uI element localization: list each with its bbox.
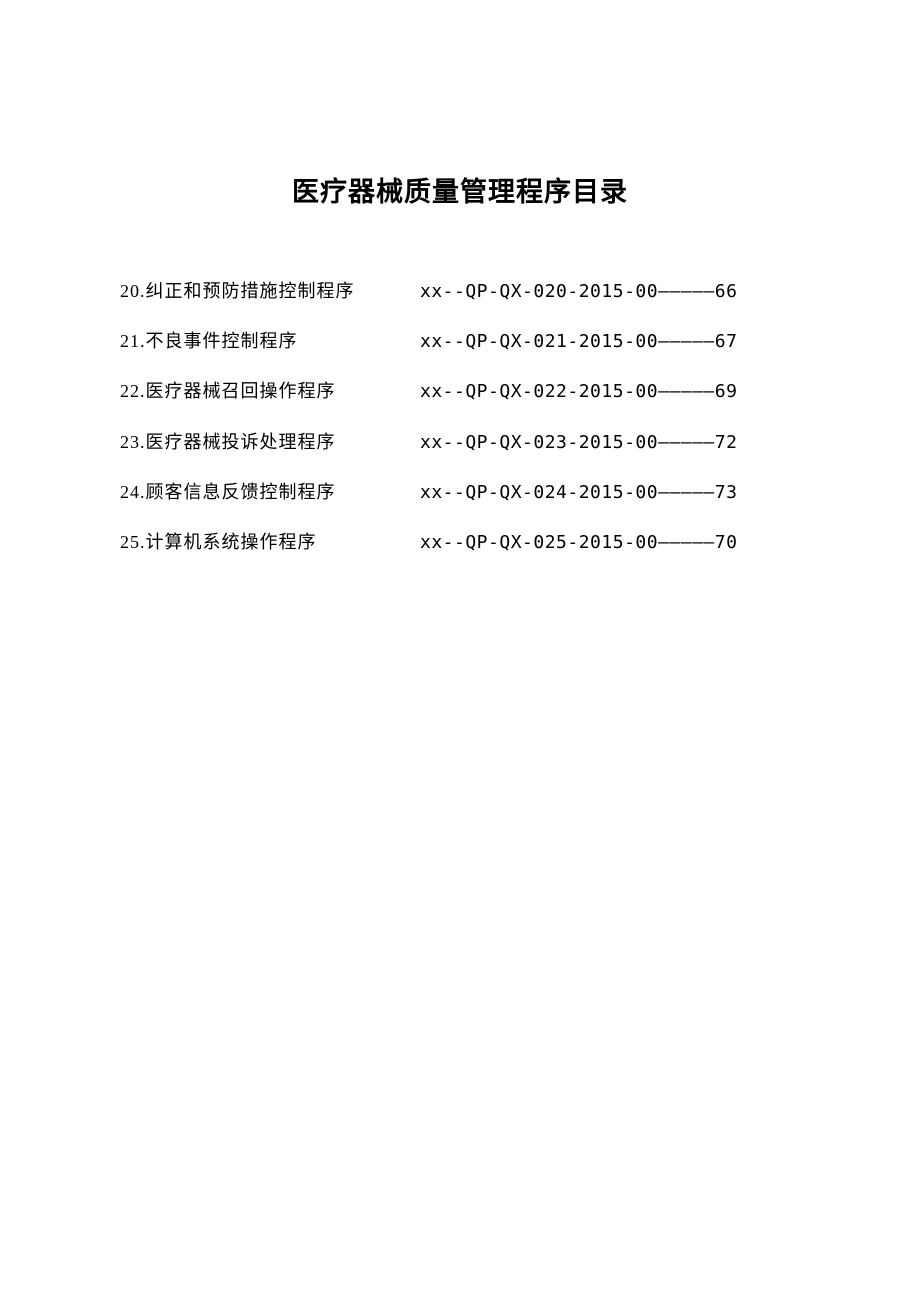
toc-item-label: 24.顾客信息反馈控制程序 <box>120 480 420 505</box>
toc-item-label: 23.医疗器械投诉处理程序 <box>120 430 420 455</box>
toc-item-label: 21.不良事件控制程序 <box>120 329 420 354</box>
toc-item-code: xx--QP-QX-020-2015-00—————66 <box>420 279 737 304</box>
toc-item-number: 23. <box>120 432 146 452</box>
toc-item-name: 纠正和预防措施控制程序 <box>146 281 355 301</box>
toc-item-code: xx--QP-QX-023-2015-00—————72 <box>420 430 737 455</box>
toc-item-name: 医疗器械召回操作程序 <box>146 381 336 401</box>
toc-list: 20.纠正和预防措施控制程序 xx--QP-QX-020-2015-00————… <box>120 279 800 555</box>
toc-item-code: xx--QP-QX-025-2015-00—————70 <box>420 530 737 555</box>
toc-item-label: 25.计算机系统操作程序 <box>120 530 420 555</box>
toc-item-name: 不良事件控制程序 <box>146 331 298 351</box>
toc-item-code: xx--QP-QX-024-2015-00—————73 <box>420 480 737 505</box>
toc-item: 24.顾客信息反馈控制程序 xx--QP-QX-024-2015-00—————… <box>120 480 800 505</box>
toc-item-code: xx--QP-QX-022-2015-00—————69 <box>420 379 737 404</box>
toc-item: 25.计算机系统操作程序 xx--QP-QX-025-2015-00—————7… <box>120 530 800 555</box>
toc-item: 21.不良事件控制程序 xx--QP-QX-021-2015-00—————67 <box>120 329 800 354</box>
toc-item-name: 医疗器械投诉处理程序 <box>146 432 336 452</box>
toc-item-number: 20. <box>120 281 146 301</box>
toc-item-number: 21. <box>120 331 146 351</box>
toc-item-name: 顾客信息反馈控制程序 <box>146 482 336 502</box>
toc-item: 23.医疗器械投诉处理程序 xx--QP-QX-023-2015-00—————… <box>120 430 800 455</box>
page-title: 医疗器械质量管理程序目录 <box>120 170 800 209</box>
toc-item-number: 22. <box>120 381 146 401</box>
toc-item-number: 25. <box>120 532 146 552</box>
toc-item-name: 计算机系统操作程序 <box>146 532 317 552</box>
document-page: 医疗器械质量管理程序目录 20.纠正和预防措施控制程序 xx--QP-QX-02… <box>0 0 920 555</box>
toc-item-number: 24. <box>120 482 146 502</box>
toc-item: 22.医疗器械召回操作程序 xx--QP-QX-022-2015-00—————… <box>120 379 800 404</box>
toc-item: 20.纠正和预防措施控制程序 xx--QP-QX-020-2015-00————… <box>120 279 800 304</box>
toc-item-code: xx--QP-QX-021-2015-00—————67 <box>420 329 737 354</box>
toc-item-label: 22.医疗器械召回操作程序 <box>120 379 420 404</box>
toc-item-label: 20.纠正和预防措施控制程序 <box>120 279 420 304</box>
